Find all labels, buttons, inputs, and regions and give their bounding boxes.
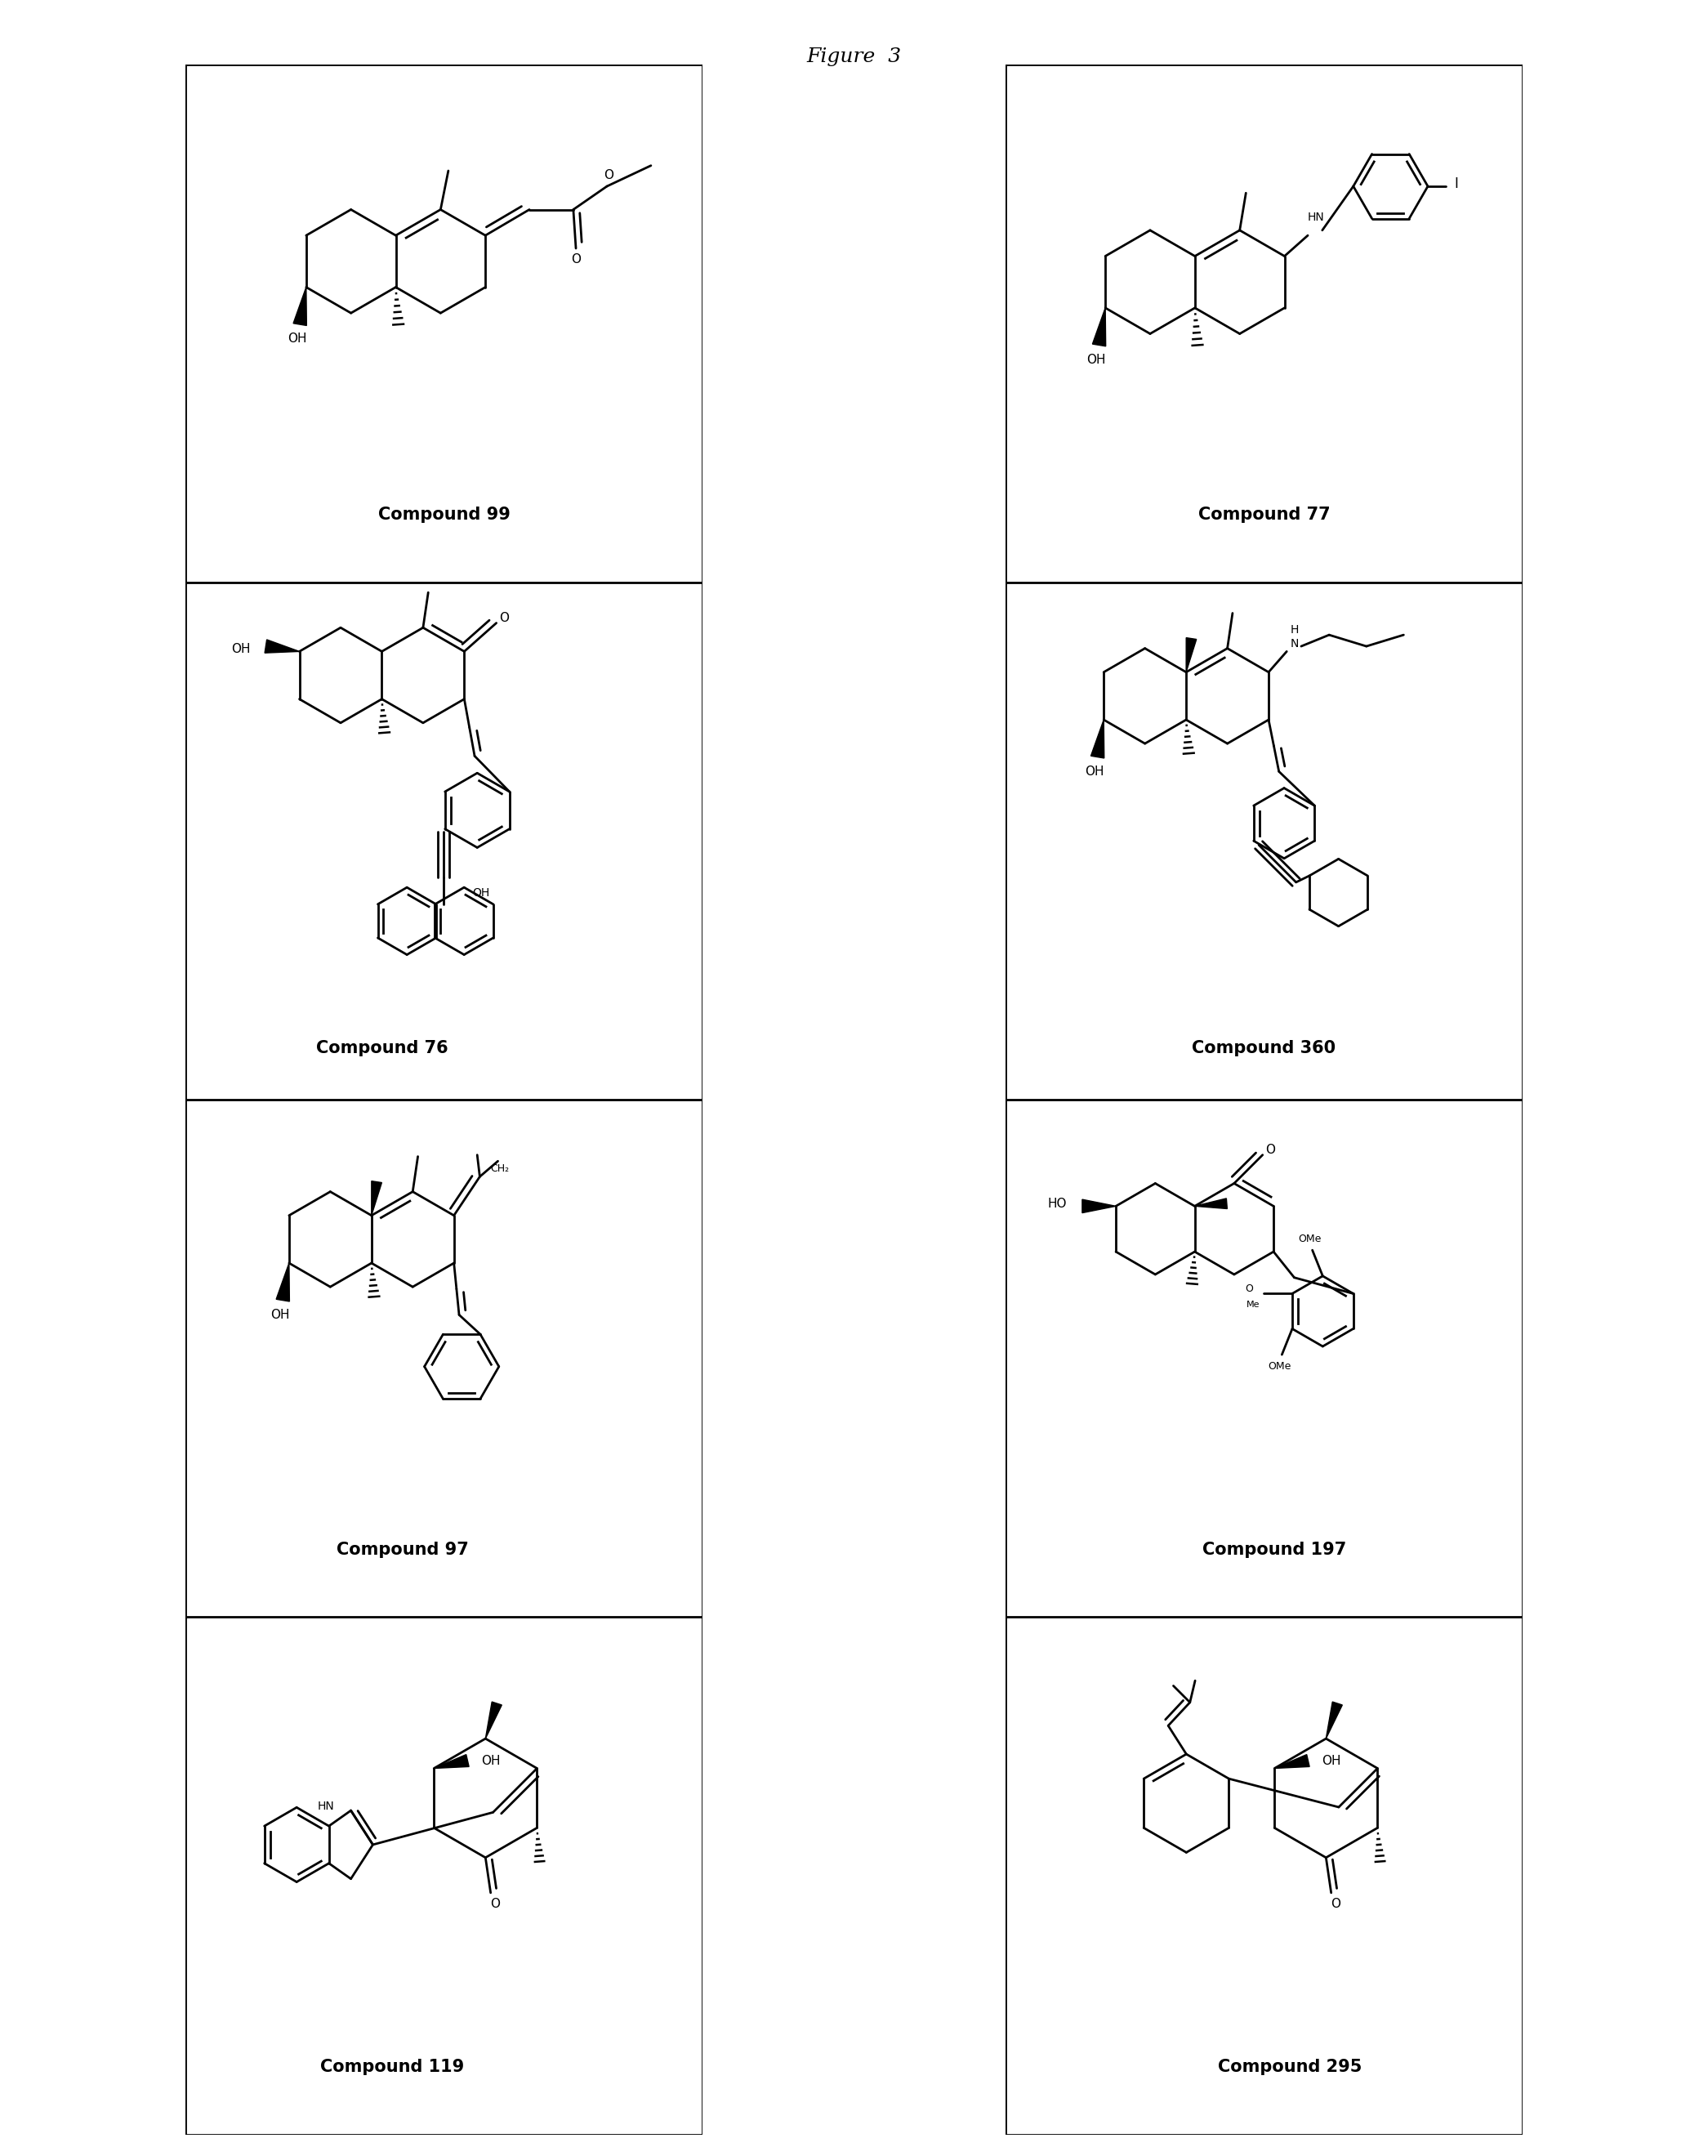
Text: Compound 197: Compound 197	[1202, 1542, 1346, 1559]
Text: O: O	[1245, 1283, 1254, 1294]
Polygon shape	[1325, 1701, 1342, 1738]
Polygon shape	[1274, 1755, 1310, 1768]
Text: CH₂: CH₂	[490, 1164, 509, 1175]
Text: O: O	[1331, 1897, 1341, 1910]
Polygon shape	[485, 1701, 502, 1738]
Text: OH: OH	[1086, 354, 1105, 367]
Text: OMe: OMe	[1267, 1360, 1291, 1371]
Text: Compound 99: Compound 99	[377, 507, 511, 524]
Polygon shape	[294, 287, 306, 326]
Text: Me: Me	[1247, 1300, 1261, 1309]
Polygon shape	[1194, 1199, 1226, 1210]
Text: OH: OH	[287, 332, 306, 345]
Polygon shape	[434, 1755, 470, 1768]
Polygon shape	[371, 1181, 383, 1216]
Polygon shape	[1093, 308, 1105, 347]
Polygon shape	[265, 640, 299, 653]
Text: Compound 97: Compound 97	[336, 1542, 468, 1559]
Text: O: O	[570, 254, 581, 265]
Text: HN: HN	[318, 1800, 335, 1811]
Text: N: N	[1290, 638, 1298, 649]
Text: Compound 295: Compound 295	[1218, 2059, 1361, 2076]
Text: H: H	[1290, 623, 1298, 636]
Text: O: O	[605, 168, 613, 181]
Text: OH: OH	[482, 1755, 500, 1766]
Text: Compound 77: Compound 77	[1197, 507, 1331, 524]
Text: Compound 360: Compound 360	[1192, 1039, 1336, 1056]
Text: OH: OH	[1322, 1755, 1341, 1766]
Text: Figure  3: Figure 3	[806, 47, 902, 67]
Polygon shape	[1091, 720, 1103, 759]
Text: OH: OH	[231, 642, 251, 655]
Text: O: O	[490, 1897, 500, 1910]
Text: O: O	[499, 612, 509, 623]
Polygon shape	[277, 1263, 289, 1302]
Text: OH: OH	[1085, 765, 1103, 778]
Text: OH: OH	[473, 886, 490, 899]
Text: HO: HO	[1047, 1197, 1068, 1210]
Text: OH: OH	[270, 1309, 289, 1322]
Text: I: I	[1454, 177, 1459, 192]
Text: HN: HN	[1307, 211, 1324, 222]
Text: O: O	[1266, 1143, 1276, 1156]
Polygon shape	[1185, 638, 1196, 673]
Text: OMe: OMe	[1298, 1233, 1322, 1244]
Polygon shape	[1083, 1199, 1115, 1214]
Text: Compound 76: Compound 76	[316, 1039, 447, 1056]
Text: Compound 119: Compound 119	[321, 2059, 465, 2076]
